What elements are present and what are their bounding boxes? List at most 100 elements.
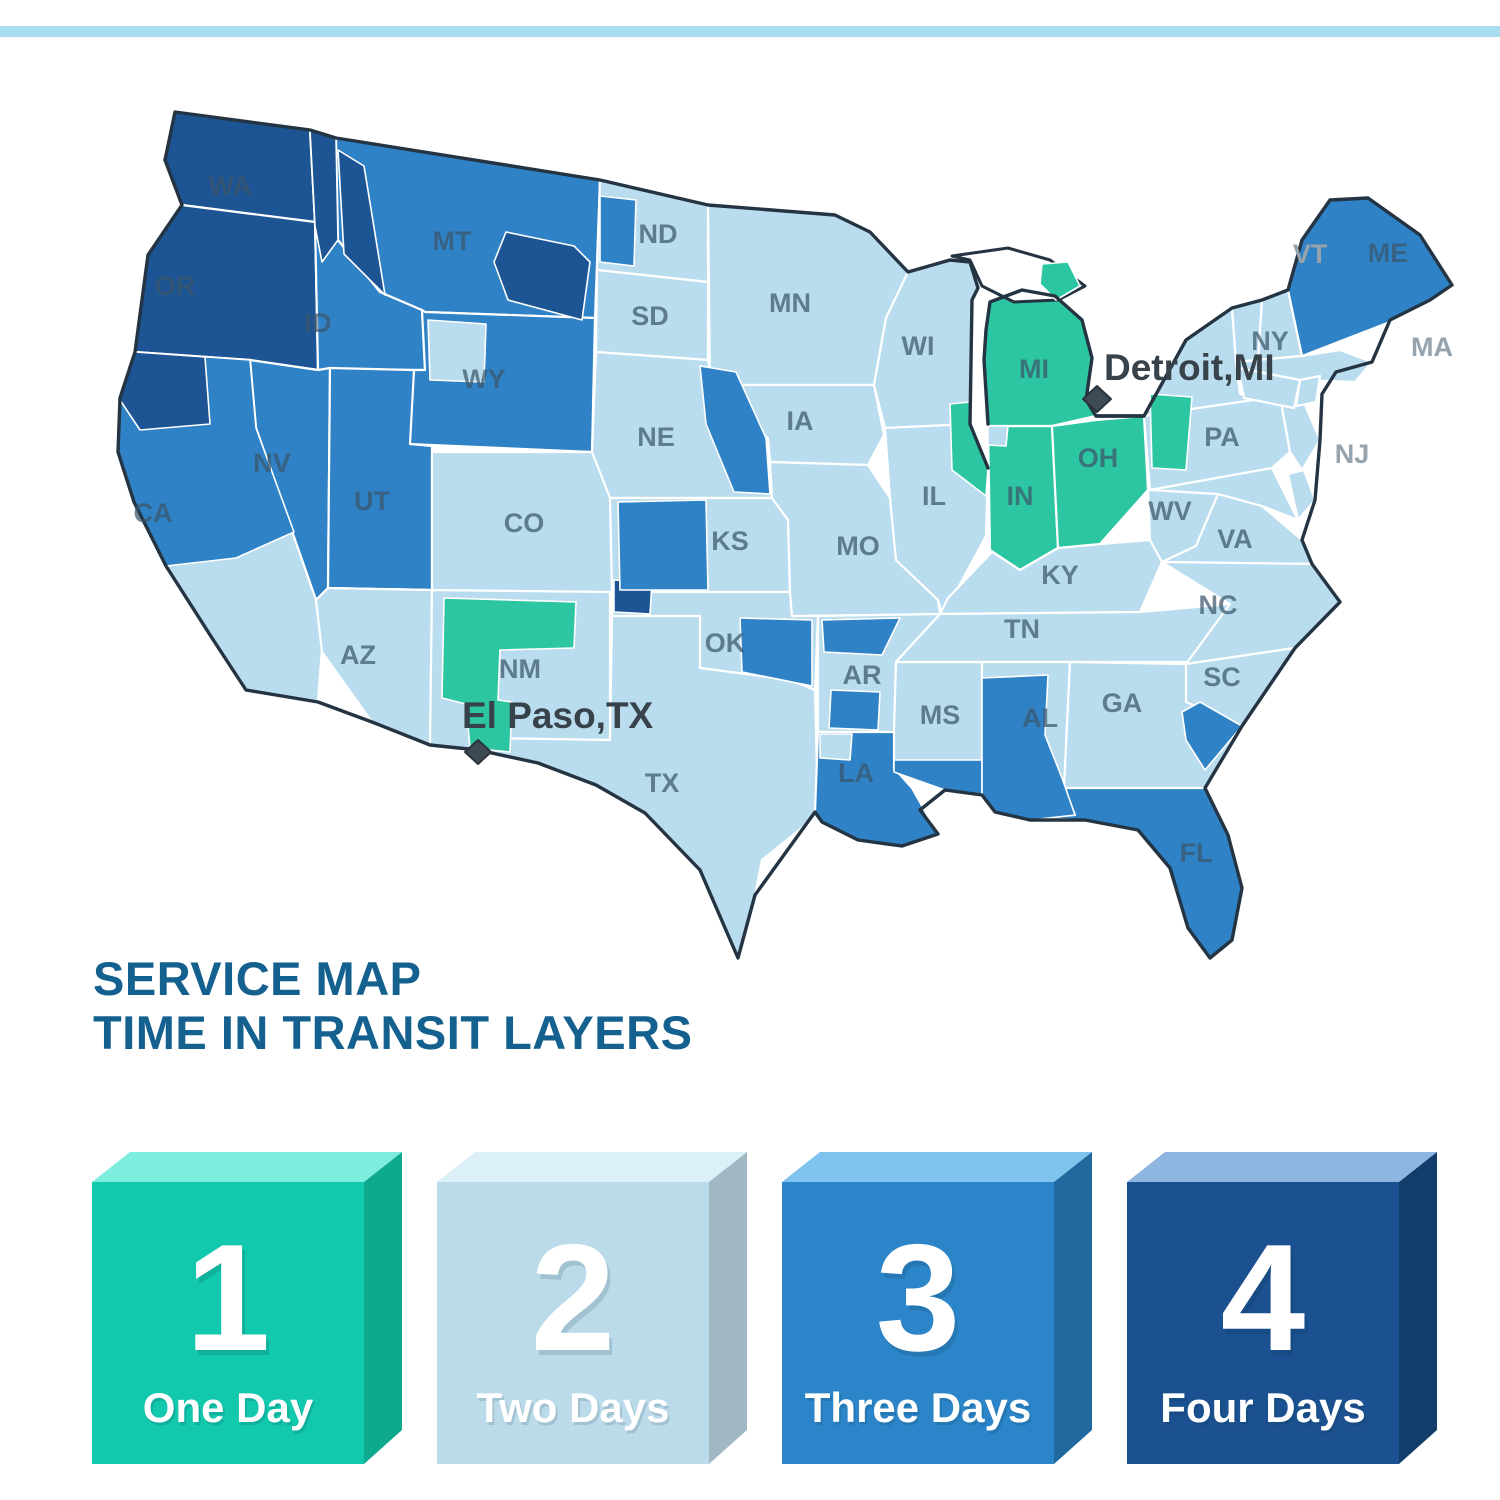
legend-box-top <box>1127 1152 1437 1182</box>
state-label-nd: ND <box>639 219 678 249</box>
state-md <box>1148 466 1300 522</box>
page-title: SERVICE MAP TIME IN TRANSIT LAYERS <box>93 952 692 1060</box>
legend-label-shadow: Three Days <box>807 1387 1033 1434</box>
legend-item-one-day: 1 1 One Day One Day <box>92 1152 402 1464</box>
blob-la-northwest <box>819 733 853 761</box>
state-label-nv: NV <box>253 448 291 478</box>
blob-ks-central <box>617 499 709 591</box>
state-label-ca: CA <box>134 498 173 528</box>
legend-label: Three Days <box>805 1384 1031 1431</box>
legend-number-shadow: 3 <box>879 1218 964 1388</box>
state-label-oh: OH <box>1078 443 1119 473</box>
state-label-ky: KY <box>1041 560 1079 590</box>
state-label-ia: IA <box>787 406 814 436</box>
legend-box-side <box>364 1152 402 1464</box>
state-label-va: VA <box>1217 524 1253 554</box>
state-label-fl: FL <box>1180 838 1213 868</box>
legend-number: 1 <box>186 1213 271 1383</box>
state-label-ma: MA <box>1411 332 1453 362</box>
legend-box-top <box>782 1152 1092 1182</box>
coast-north-border <box>163 110 990 470</box>
legend-item-four-days: 4 4 Four Days Four Days <box>1127 1152 1437 1464</box>
legend-item-three-days: 3 3 Three Days Three Days <box>782 1152 1092 1464</box>
state-label-il: IL <box>922 481 946 511</box>
state-label-wy: WY <box>462 364 506 394</box>
state-label-ks: KS <box>711 526 749 556</box>
state-label-ga: GA <box>1102 688 1143 718</box>
state-label-al: AL <box>1022 703 1058 733</box>
state-label-mn: MN <box>769 288 811 318</box>
legend-number-shadow: 2 <box>534 1218 619 1388</box>
state-label-me: ME <box>1368 238 1409 268</box>
detroit-marker-icon <box>1082 385 1112 413</box>
state-label-ok: OK <box>705 628 746 658</box>
state-label-id: ID <box>305 308 332 338</box>
state-oh <box>1050 414 1150 550</box>
state-ct <box>1236 366 1302 410</box>
legend-box-side <box>1399 1152 1437 1464</box>
legend-box-side <box>1054 1152 1092 1464</box>
legend-box-side <box>709 1152 747 1464</box>
state-label-az: AZ <box>340 640 376 670</box>
state-label-wa: WA <box>208 171 252 201</box>
blob-ga-coast <box>1181 701 1243 771</box>
legend-box-front <box>1127 1182 1399 1464</box>
state-label-ny: NY <box>1251 326 1289 356</box>
legend: 1 1 One Day One Day 2 2 Two Days Two Day… <box>92 1152 1437 1464</box>
state-label-la: LA <box>838 758 874 788</box>
legend-box-front <box>437 1182 709 1464</box>
state-label-wv: WV <box>1148 496 1192 526</box>
state-label-tx: TX <box>645 768 680 798</box>
blob-mt-central <box>493 231 591 321</box>
legend-box-top <box>92 1152 402 1182</box>
blob-nd-west <box>599 195 637 267</box>
blob-ar-south <box>828 689 881 731</box>
blob-mt-west <box>337 149 386 296</box>
state-label-tn: TN <box>1004 614 1040 644</box>
blob-ok-east <box>739 617 813 687</box>
state-label-nm: NM <box>499 654 541 684</box>
page-title-line1: SERVICE MAP <box>93 952 422 1005</box>
city-markers-layer: Detroit,MI El Paso,TX <box>462 347 1275 765</box>
legend-label: One Day <box>143 1384 314 1431</box>
zone-blobs-layer <box>117 129 1243 821</box>
legend-label-shadow: One Day <box>145 1387 316 1434</box>
legend-number-shadow: 4 <box>1224 1218 1309 1388</box>
state-label-sd: SD <box>631 301 669 331</box>
coast-pacific-gulf-atlantic <box>116 158 1454 960</box>
el-paso-city-label: El Paso,TX <box>462 695 654 736</box>
state-label-in: IN <box>1007 481 1034 511</box>
legend-label-shadow: Two Days <box>479 1387 672 1434</box>
state-labels-layer: WA OR ID MT WY NV UT CA AZ NM CO ND SD N… <box>134 171 1454 868</box>
state-label-or: OR <box>155 271 196 301</box>
legend-number-shadow: 1 <box>189 1218 274 1388</box>
page-title-line2: TIME IN TRANSIT LAYERS <box>93 1006 693 1059</box>
state-label-mi: MI <box>1019 354 1049 384</box>
state-label-nc: NC <box>1199 590 1238 620</box>
blob-ne-east <box>699 365 771 495</box>
el-paso-marker-icon <box>464 739 492 765</box>
legend-label: Two Days <box>477 1384 670 1431</box>
state-ri <box>1294 374 1322 408</box>
blob-ca-northwest <box>119 351 211 431</box>
legend-number: 3 <box>876 1213 961 1383</box>
state-label-co: CO <box>504 508 545 538</box>
legend-number: 2 <box>531 1213 616 1383</box>
state-label-wi: WI <box>902 331 935 361</box>
top-divider-bar <box>0 26 1500 37</box>
blob-nm-south <box>441 597 577 753</box>
legend-box-front <box>92 1182 364 1464</box>
state-label-ut: UT <box>354 486 390 516</box>
state-label-mo: MO <box>836 531 880 561</box>
state-label-nj: NJ <box>1335 439 1370 469</box>
state-label-ne: NE <box>637 422 675 452</box>
blob-wy-northwest <box>427 319 487 383</box>
state-label-mt: MT <box>433 226 472 256</box>
blob-in-northwest <box>987 425 1009 447</box>
state-label-ms: MS <box>920 700 961 730</box>
legend-number: 4 <box>1221 1213 1306 1383</box>
legend-box-top <box>437 1152 747 1182</box>
blob-pa-west <box>1149 393 1193 471</box>
legend-label-shadow: Four Days <box>1162 1387 1367 1434</box>
